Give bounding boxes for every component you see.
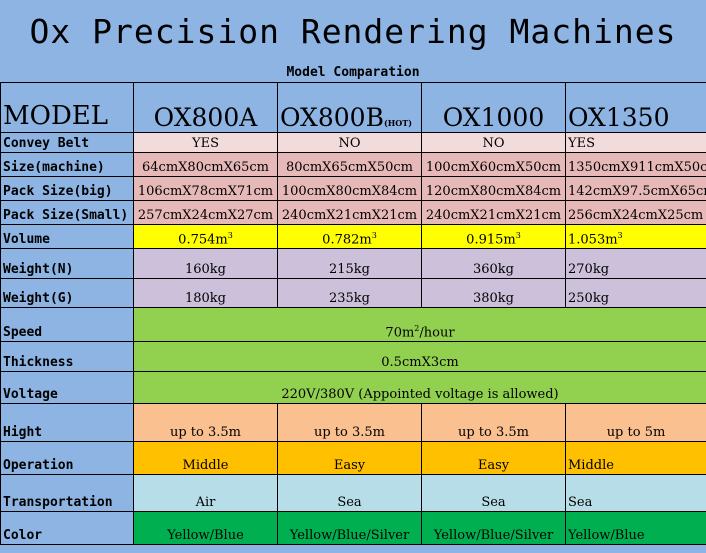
unit-superscript: 3 <box>617 230 623 240</box>
merged-cell: 220V/380V (Appointed voltage is allowed) <box>133 371 706 404</box>
cell: 1350cmX911cmX50cm <box>565 152 706 177</box>
merged-cell: 70m2/hour <box>133 307 706 342</box>
table-row-convey-belt: Convey Belt YES NO NO YES <box>0 132 706 153</box>
unit-superscript: 3 <box>227 230 233 240</box>
cell: 142cmX97.5cmX65cm <box>565 176 706 201</box>
cell: 120cmX80cmX84cm <box>421 176 566 201</box>
cell: Easy <box>277 441 422 475</box>
row-label: Operation <box>0 441 134 475</box>
cell: 100cmX80cmX84cm <box>277 176 422 201</box>
row-label: Pack Size(Small) <box>0 200 134 225</box>
table-row-size-machine: Size(machine) 64cmX80cmX65cm 80cmX65cmX5… <box>0 152 706 177</box>
row-label: Weight(N) <box>0 248 134 279</box>
cell: 180kg <box>133 278 278 308</box>
hot-tag: (HOT) <box>383 118 413 128</box>
table-row-speed: Speed 70m2/hour <box>0 307 706 342</box>
merged-cell: 0.5cmX3cm <box>133 341 706 372</box>
row-label: Thickness <box>0 341 134 372</box>
row-label: Convey Belt <box>0 132 134 153</box>
cell: Middle <box>565 441 706 475</box>
cell: Sea <box>277 474 422 512</box>
table-row-voltage: Voltage 220V/380V (Appointed voltage is … <box>0 371 706 404</box>
row-label: Hight <box>0 403 134 442</box>
cell: up to 3.5m <box>277 403 422 442</box>
row-label: Weight(G) <box>0 278 134 308</box>
cell: 235kg <box>277 278 422 308</box>
cell-value: 0.782m <box>322 232 372 247</box>
model-ox1350: OX1350 <box>565 82 706 133</box>
model-ox1000: OX1000 <box>421 82 566 133</box>
model-ox800b-name: OX800B <box>280 103 384 132</box>
cell: Easy <box>421 441 566 475</box>
unit-superscript: 2 <box>414 323 420 333</box>
cell: 270kg <box>565 248 706 279</box>
model-ox800a: OX800A <box>133 82 278 133</box>
model-ox800b: OX800B(HOT) <box>277 82 422 133</box>
cell: NO <box>277 132 422 153</box>
table-row-weight-n: Weight(N) 160kg 215kg 360kg 270kg <box>0 248 706 279</box>
table-row-hight: Hight up to 3.5m up to 3.5m up to 3.5m u… <box>0 403 706 442</box>
unit-superscript: 3 <box>371 230 377 240</box>
cell: Yellow/Blue/Silver <box>277 511 422 545</box>
cell: 0.782m3 <box>277 224 422 249</box>
cell: 100cmX60cmX50cm <box>421 152 566 177</box>
row-label: Size(machine) <box>0 152 134 177</box>
cell: up to 5m <box>565 403 706 442</box>
cell: 250kg <box>565 278 706 308</box>
row-label: Voltage <box>0 371 134 404</box>
row-label: Pack Size(big) <box>0 176 134 201</box>
cell: 215kg <box>277 248 422 279</box>
table-row-pack-big: Pack Size(big) 106cmX78cmX71cm 100cmX80c… <box>0 176 706 201</box>
table-row-pack-small: Pack Size(Small) 257cmX24cmX27cm 240cmX2… <box>0 200 706 225</box>
cell: 0.915m3 <box>421 224 566 249</box>
cell: NO <box>421 132 566 153</box>
cell: 1.053m3 <box>565 224 706 249</box>
cell: YES <box>133 132 278 153</box>
cell: 106cmX78cmX71cm <box>133 176 278 201</box>
cell: 257cmX24cmX27cm <box>133 200 278 225</box>
cell: 64cmX80cmX65cm <box>133 152 278 177</box>
cell: 380kg <box>421 278 566 308</box>
unit-suffix: /hour <box>419 325 455 340</box>
cell: Yellow/Blue <box>133 511 278 545</box>
comparison-table: MODEL OX800A OX800B(HOT) OX1000 OX1350 C… <box>0 82 706 545</box>
table-row-weight-g: Weight(G) 180kg 235kg 380kg 250kg <box>0 278 706 308</box>
table-row-operation: Operation Middle Easy Easy Middle <box>0 441 706 475</box>
cell: Air <box>133 474 278 512</box>
cell: 0.754m3 <box>133 224 278 249</box>
cell: 360kg <box>421 248 566 279</box>
row-label: Speed <box>0 307 134 342</box>
cell: Yellow/Blue <box>565 511 706 545</box>
cell: Sea <box>565 474 706 512</box>
cell: Yellow/Blue/Silver <box>421 511 566 545</box>
row-label: Transportation <box>0 474 134 512</box>
cell-value: 1.053m <box>568 232 618 247</box>
table-row-transportation: Transportation Air Sea Sea Sea <box>0 474 706 512</box>
cell: 160kg <box>133 248 278 279</box>
cell: Middle <box>133 441 278 475</box>
row-label: Volume <box>0 224 134 249</box>
cell-value: 0.754m <box>178 232 228 247</box>
table-row-volume: Volume 0.754m3 0.782m3 0.915m3 1.053m3 <box>0 224 706 249</box>
cell: up to 3.5m <box>421 403 566 442</box>
cell: 80cmX65cmX50cm <box>277 152 422 177</box>
cell: 256cmX24cmX25cm <box>565 200 706 225</box>
cell-value: 0.915m <box>466 232 516 247</box>
cell: YES <box>565 132 706 153</box>
table-row-color: Color Yellow/Blue Yellow/Blue/Silver Yel… <box>0 511 706 545</box>
cell: 240cmX21cmX21cm <box>277 200 422 225</box>
header-model-label: MODEL <box>0 82 134 133</box>
table-header-row: MODEL OX800A OX800B(HOT) OX1000 OX1350 <box>0 82 706 133</box>
page-subtitle: Model Comparation <box>0 63 706 82</box>
row-label: Color <box>0 511 134 545</box>
cell: 240cmX21cmX21cm <box>421 200 566 225</box>
table-row-thickness: Thickness 0.5cmX3cm <box>0 341 706 372</box>
page-title: Ox Precision Rendering Machines <box>0 0 706 63</box>
unit-superscript: 3 <box>515 230 521 240</box>
cell-value: 70m <box>385 325 415 340</box>
cell: up to 3.5m <box>133 403 278 442</box>
cell: Sea <box>421 474 566 512</box>
